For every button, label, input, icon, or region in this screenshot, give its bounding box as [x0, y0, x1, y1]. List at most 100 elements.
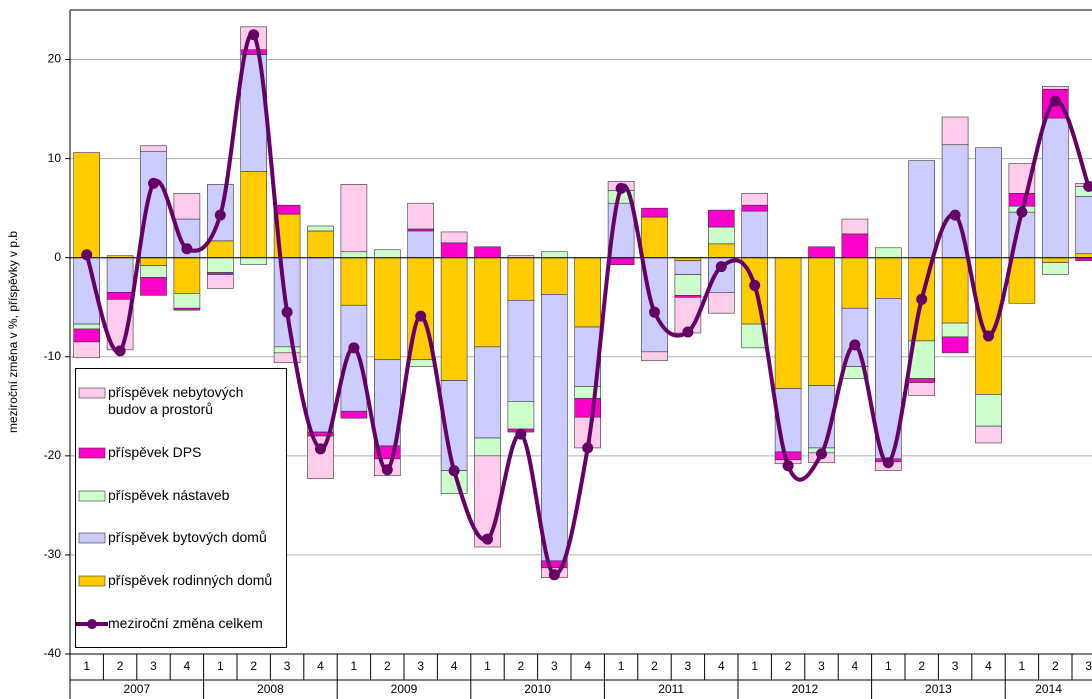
total-marker — [782, 460, 794, 472]
bar-segment — [707, 226, 735, 245]
bar-segment — [440, 257, 468, 381]
bar-segment — [507, 401, 535, 430]
bar-segment — [641, 207, 668, 218]
bar-segment — [574, 257, 602, 328]
bar-segment — [808, 246, 835, 258]
bar-segment — [1042, 85, 1069, 90]
total-marker — [916, 293, 928, 305]
x-tick-label: 2 — [250, 659, 257, 673]
bar-segment — [340, 410, 368, 419]
bar-segment — [941, 257, 969, 324]
bar-segment — [975, 147, 1002, 258]
x-tick-label: 2 — [384, 659, 391, 673]
legend-item: příspěvek nástaveb — [76, 487, 286, 504]
bar-segment — [307, 435, 334, 479]
bar-segment — [340, 251, 368, 258]
bar-segment — [474, 346, 501, 439]
x-tick-label: 1 — [351, 659, 358, 673]
x-group-label: 2013 — [925, 682, 952, 696]
bar-segment — [173, 307, 201, 311]
x-tick-label: 1 — [751, 659, 758, 673]
bar-segment — [941, 116, 969, 146]
total-marker — [615, 182, 627, 194]
bar-segment — [507, 299, 535, 402]
bar-segment — [975, 257, 1002, 395]
total-marker — [682, 326, 694, 338]
bar-segment — [140, 257, 167, 266]
total-marker — [482, 533, 493, 545]
legend-item: příspěvek nebytových budov a prostorů — [76, 384, 286, 418]
x-tick-label: 4 — [852, 659, 859, 673]
y-tick-label: 10 — [48, 151, 62, 165]
bar-segment — [73, 323, 100, 330]
x-tick-label: 1 — [1019, 659, 1026, 673]
bar-segment — [774, 451, 802, 461]
bar-segment — [106, 257, 134, 293]
bar-segment — [474, 257, 501, 348]
x-group-label: 2009 — [391, 682, 418, 696]
bar-segment — [106, 292, 134, 300]
bar-segment — [140, 277, 167, 296]
bar-segment — [641, 351, 668, 362]
bar-segment — [975, 394, 1002, 427]
bar-segment — [908, 382, 936, 396]
total-marker — [882, 457, 894, 469]
bar-segment — [440, 242, 468, 258]
bar-segment — [73, 341, 100, 359]
bar-segment — [607, 257, 635, 265]
bar-segment — [240, 257, 267, 265]
legend-item: příspěvek bytových domů — [76, 529, 286, 546]
bar-segment — [1008, 192, 1036, 207]
bar-segment — [574, 398, 602, 418]
legend-swatch — [76, 444, 108, 459]
total-marker — [649, 306, 660, 318]
bar-segment — [207, 240, 234, 258]
x-tick-label: 1 — [618, 659, 625, 673]
x-tick-label: 1 — [83, 659, 90, 673]
x-tick-label: 3 — [818, 659, 825, 673]
bar-segment — [273, 352, 301, 364]
x-tick-label: 3 — [952, 659, 959, 673]
bar-segment — [373, 257, 401, 361]
x-group-label: 2011 — [658, 682, 684, 696]
bar-segment — [641, 216, 668, 258]
bar-segment — [140, 151, 167, 258]
total-marker — [515, 428, 527, 440]
total-marker — [816, 448, 827, 460]
y-tick-label: -20 — [44, 448, 62, 462]
bar-segment — [207, 274, 234, 289]
legend-swatch — [76, 615, 108, 630]
x-tick-label: 2 — [785, 659, 792, 673]
bar-segment — [941, 322, 969, 338]
total-marker — [281, 306, 293, 318]
bar-segment — [874, 257, 902, 299]
total-marker — [348, 342, 360, 354]
total-marker — [81, 249, 93, 261]
legend-swatch — [76, 572, 108, 587]
total-marker — [214, 209, 226, 221]
x-tick-label: 2 — [651, 659, 658, 673]
bar-segment — [841, 257, 869, 309]
bar-segment — [1042, 257, 1069, 263]
y-tick-label: -10 — [44, 349, 62, 363]
bar-segment — [173, 192, 201, 220]
x-tick-label: 3 — [551, 659, 558, 673]
legend-label: příspěvek nástaveb — [108, 486, 230, 503]
bar-segment — [407, 359, 435, 367]
bar-segment — [908, 378, 936, 383]
bar-segment — [474, 246, 501, 258]
bar-segment — [273, 204, 301, 215]
y-tick-label: -40 — [44, 646, 62, 660]
bar-segment — [1042, 117, 1069, 258]
legend-swatch — [76, 487, 108, 502]
x-group-label: 2014 — [1035, 682, 1062, 696]
bar-segment — [73, 328, 100, 343]
bar-segment — [1075, 195, 1092, 255]
legend-item: meziroční změna celkem — [76, 615, 286, 632]
bar-segment — [307, 230, 334, 258]
bar-segment — [73, 152, 100, 258]
x-tick-label: 3 — [150, 659, 157, 673]
bar-segment — [741, 192, 769, 206]
